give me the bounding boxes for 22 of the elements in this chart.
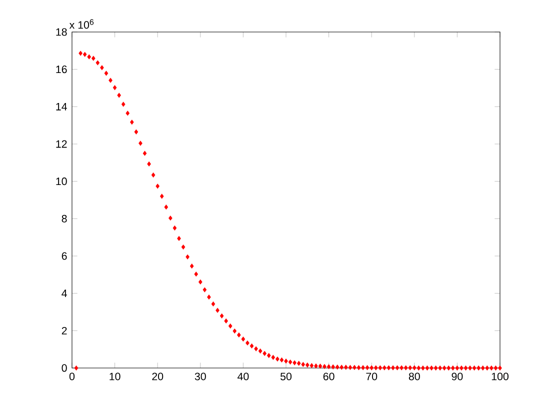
y-tick-label: 0 [62, 364, 67, 372]
y-tick-label: 4 [62, 290, 67, 297]
y-tick-label: 14 [56, 102, 67, 110]
y-tick-label: 10 [56, 178, 67, 186]
x-tick-label: 60 [323, 372, 334, 380]
y-tick-label: 2 [62, 326, 67, 334]
text: x 10$^{6}$ [69, 19, 94, 29]
x-tick-label: 90 [452, 372, 463, 380]
y-tick-label: 18 [56, 28, 67, 36]
x-tick-label: 30 [194, 372, 206, 380]
x-tick-label: 80 [408, 372, 420, 380]
x-tick-label: 0 [69, 372, 75, 380]
y-tick-label: 16 [56, 66, 67, 74]
x-tick-label: 50 [280, 372, 292, 380]
x-tick-label: 70 [366, 372, 378, 380]
x-tick-label: 100 [492, 372, 508, 380]
y-tick-label: 8 [62, 214, 67, 222]
x-tick-label: 40 [238, 372, 249, 380]
x-tick-label: 20 [152, 372, 164, 380]
y-tick-label: 6 [62, 252, 67, 260]
y-tick-label: 12 [56, 140, 67, 148]
x-tick-label: 10 [110, 372, 120, 380]
